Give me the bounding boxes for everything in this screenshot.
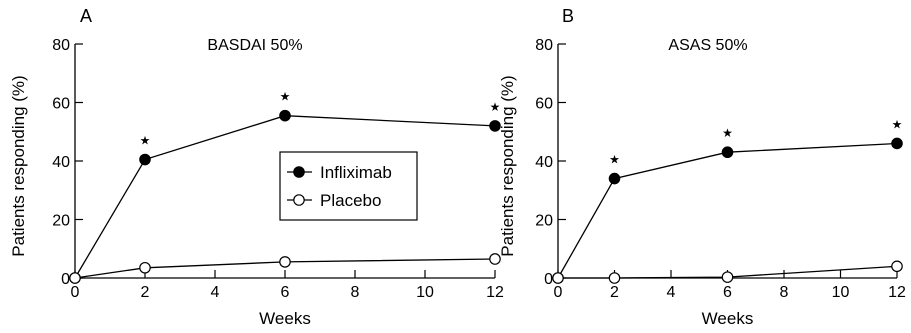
x-tick-label: 10 bbox=[832, 284, 850, 301]
chart-title: BASDAI 50% bbox=[207, 37, 302, 54]
x-tick-label: 2 bbox=[141, 284, 150, 301]
legend-marker-infliximab bbox=[293, 166, 305, 178]
y-tick-label: 40 bbox=[52, 154, 70, 171]
series-line-placebo bbox=[558, 265, 898, 279]
x-tick-label: 4 bbox=[667, 284, 676, 301]
chart-panel-b: 0 20 40 60 80 0 2 4 6 8 10 12 Weeks Patients respondi… bbox=[498, 6, 906, 328]
x-tick-label: 12 bbox=[888, 284, 906, 301]
x-tick-label: 6 bbox=[281, 284, 290, 301]
y-tick-label: 0 bbox=[544, 271, 553, 288]
significance-star: ★ bbox=[892, 117, 903, 131]
y-tick-label: 0 bbox=[61, 271, 70, 288]
y-tick-label: 20 bbox=[535, 213, 553, 230]
data-point-infliximab bbox=[489, 120, 501, 132]
x-tick-label: 10 bbox=[416, 284, 434, 301]
data-point-placebo bbox=[891, 260, 903, 273]
y-tick-label: 60 bbox=[52, 96, 70, 113]
series-line-placebo bbox=[74, 258, 496, 279]
x-tick-label: 8 bbox=[780, 284, 789, 301]
legend-box bbox=[279, 151, 418, 221]
y-tick-label: 80 bbox=[535, 37, 553, 54]
legend: Infliximab Placebo bbox=[279, 151, 418, 221]
data-point-infliximab bbox=[721, 146, 734, 159]
legend-label: Placebo bbox=[320, 191, 381, 210]
data-point-placebo bbox=[279, 256, 291, 268]
data-point-infliximab bbox=[139, 153, 151, 166]
legend-marker-placebo bbox=[293, 194, 305, 206]
significance-star: ★ bbox=[490, 100, 501, 114]
x-tick-label: 0 bbox=[554, 284, 563, 301]
significance-star: ★ bbox=[140, 134, 151, 148]
y-tick-label: 80 bbox=[52, 37, 70, 54]
data-point-placebo bbox=[489, 253, 501, 265]
significance-star: ★ bbox=[722, 126, 733, 140]
data-point-infliximab bbox=[891, 137, 903, 150]
chart-title: ASAS 50% bbox=[668, 37, 747, 54]
data-point-placebo bbox=[608, 272, 621, 284]
chart-panel-a: 0 20 40 60 80 0 2 4 6 8 10 12 Weeks Patients respondi… bbox=[9, 6, 504, 328]
significance-star: ★ bbox=[609, 153, 620, 167]
data-point-infliximab bbox=[279, 109, 291, 122]
panel-label: B bbox=[562, 6, 574, 26]
y-axis-label: Patients responding (%) bbox=[9, 75, 28, 256]
legend-label: Infliximab bbox=[320, 163, 392, 182]
series-line-infliximab bbox=[74, 115, 496, 279]
x-axis-label: Weeks bbox=[259, 309, 311, 328]
x-tick-label: 12 bbox=[486, 284, 504, 301]
x-tick-label: 0 bbox=[71, 284, 80, 301]
data-point-placebo bbox=[69, 272, 81, 284]
y-tick-label: 20 bbox=[52, 213, 70, 230]
significance-star: ★ bbox=[280, 90, 291, 104]
y-tick-label: 40 bbox=[535, 154, 553, 171]
y-axis-label: Patients responding (%) bbox=[498, 75, 517, 256]
x-tick-label: 4 bbox=[211, 284, 220, 301]
panel-label: A bbox=[80, 6, 92, 26]
data-point-placebo bbox=[552, 272, 564, 284]
series-line-infliximab bbox=[557, 142, 898, 279]
x-tick-label: 2 bbox=[610, 284, 619, 301]
data-point-placebo bbox=[139, 261, 151, 274]
x-axis-label: Weeks bbox=[702, 309, 754, 328]
x-tick-label: 6 bbox=[723, 284, 732, 301]
data-point-placebo bbox=[721, 271, 734, 283]
y-tick-label: 60 bbox=[535, 96, 553, 113]
x-tick-label: 8 bbox=[351, 284, 360, 301]
data-point-infliximab bbox=[608, 172, 621, 185]
